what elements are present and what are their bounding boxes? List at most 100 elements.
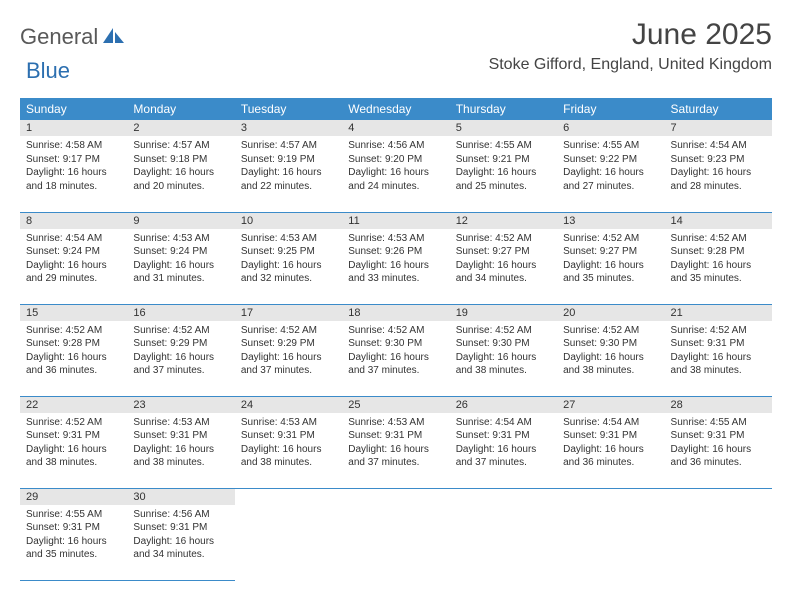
calendar-cell: 19Sunrise: 4:52 AMSunset: 9:30 PMDayligh… <box>450 304 557 396</box>
calendar-cell: 9Sunrise: 4:53 AMSunset: 9:24 PMDaylight… <box>127 212 234 304</box>
day-number: 29 <box>20 489 127 505</box>
calendar-cell <box>342 488 449 580</box>
day-number: 25 <box>342 397 449 413</box>
calendar-cell: 12Sunrise: 4:52 AMSunset: 9:27 PMDayligh… <box>450 212 557 304</box>
day-details: Sunrise: 4:56 AMSunset: 9:20 PMDaylight:… <box>342 136 449 196</box>
location: Stoke Gifford, England, United Kingdom <box>489 56 772 74</box>
day-details: Sunrise: 4:52 AMSunset: 9:29 PMDaylight:… <box>127 321 234 381</box>
day-details: Sunrise: 4:54 AMSunset: 9:23 PMDaylight:… <box>665 136 772 196</box>
calendar-body: 1Sunrise: 4:58 AMSunset: 9:17 PMDaylight… <box>20 120 772 580</box>
day-number: 27 <box>557 397 664 413</box>
day-number: 14 <box>665 213 772 229</box>
day-details: Sunrise: 4:53 AMSunset: 9:31 PMDaylight:… <box>127 413 234 473</box>
calendar-cell: 22Sunrise: 4:52 AMSunset: 9:31 PMDayligh… <box>20 396 127 488</box>
day-number: 10 <box>235 213 342 229</box>
day-number: 19 <box>450 305 557 321</box>
day-details: Sunrise: 4:57 AMSunset: 9:19 PMDaylight:… <box>235 136 342 196</box>
day-number: 7 <box>665 120 772 136</box>
day-number: 21 <box>665 305 772 321</box>
day-number: 8 <box>20 213 127 229</box>
day-details: Sunrise: 4:55 AMSunset: 9:31 PMDaylight:… <box>665 413 772 473</box>
calendar-cell: 5Sunrise: 4:55 AMSunset: 9:21 PMDaylight… <box>450 120 557 212</box>
day-number: 24 <box>235 397 342 413</box>
calendar-cell: 16Sunrise: 4:52 AMSunset: 9:29 PMDayligh… <box>127 304 234 396</box>
calendar-cell <box>450 488 557 580</box>
day-number: 20 <box>557 305 664 321</box>
day-details: Sunrise: 4:52 AMSunset: 9:30 PMDaylight:… <box>557 321 664 381</box>
day-details: Sunrise: 4:55 AMSunset: 9:31 PMDaylight:… <box>20 505 127 565</box>
calendar-cell: 1Sunrise: 4:58 AMSunset: 9:17 PMDaylight… <box>20 120 127 212</box>
day-details: Sunrise: 4:53 AMSunset: 9:26 PMDaylight:… <box>342 229 449 289</box>
calendar-cell: 13Sunrise: 4:52 AMSunset: 9:27 PMDayligh… <box>557 212 664 304</box>
calendar-cell: 29Sunrise: 4:55 AMSunset: 9:31 PMDayligh… <box>20 488 127 580</box>
calendar-cell: 18Sunrise: 4:52 AMSunset: 9:30 PMDayligh… <box>342 304 449 396</box>
day-number: 4 <box>342 120 449 136</box>
weekday-header: Monday <box>127 98 234 120</box>
logo: General <box>20 18 128 50</box>
calendar-cell: 8Sunrise: 4:54 AMSunset: 9:24 PMDaylight… <box>20 212 127 304</box>
day-details: Sunrise: 4:52 AMSunset: 9:31 PMDaylight:… <box>665 321 772 381</box>
calendar-cell: 2Sunrise: 4:57 AMSunset: 9:18 PMDaylight… <box>127 120 234 212</box>
calendar-cell: 10Sunrise: 4:53 AMSunset: 9:25 PMDayligh… <box>235 212 342 304</box>
day-number: 6 <box>557 120 664 136</box>
calendar-cell: 26Sunrise: 4:54 AMSunset: 9:31 PMDayligh… <box>450 396 557 488</box>
day-details: Sunrise: 4:54 AMSunset: 9:31 PMDaylight:… <box>450 413 557 473</box>
day-number: 22 <box>20 397 127 413</box>
calendar-cell: 17Sunrise: 4:52 AMSunset: 9:29 PMDayligh… <box>235 304 342 396</box>
day-number: 18 <box>342 305 449 321</box>
day-details: Sunrise: 4:53 AMSunset: 9:31 PMDaylight:… <box>235 413 342 473</box>
day-number: 3 <box>235 120 342 136</box>
title-wrap: June 2025 Stoke Gifford, England, United… <box>489 18 772 74</box>
calendar-cell: 24Sunrise: 4:53 AMSunset: 9:31 PMDayligh… <box>235 396 342 488</box>
calendar-cell: 21Sunrise: 4:52 AMSunset: 9:31 PMDayligh… <box>665 304 772 396</box>
day-number: 12 <box>450 213 557 229</box>
calendar-cell: 3Sunrise: 4:57 AMSunset: 9:19 PMDaylight… <box>235 120 342 212</box>
day-details: Sunrise: 4:52 AMSunset: 9:27 PMDaylight:… <box>557 229 664 289</box>
day-details: Sunrise: 4:53 AMSunset: 9:24 PMDaylight:… <box>127 229 234 289</box>
calendar-cell: 20Sunrise: 4:52 AMSunset: 9:30 PMDayligh… <box>557 304 664 396</box>
calendar-cell <box>557 488 664 580</box>
day-details: Sunrise: 4:52 AMSunset: 9:29 PMDaylight:… <box>235 321 342 381</box>
calendar-cell: 11Sunrise: 4:53 AMSunset: 9:26 PMDayligh… <box>342 212 449 304</box>
calendar-cell: 27Sunrise: 4:54 AMSunset: 9:31 PMDayligh… <box>557 396 664 488</box>
calendar-cell: 7Sunrise: 4:54 AMSunset: 9:23 PMDaylight… <box>665 120 772 212</box>
day-details: Sunrise: 4:53 AMSunset: 9:25 PMDaylight:… <box>235 229 342 289</box>
month-title: June 2025 <box>489 18 772 52</box>
day-number: 15 <box>20 305 127 321</box>
day-number: 5 <box>450 120 557 136</box>
day-details: Sunrise: 4:58 AMSunset: 9:17 PMDaylight:… <box>20 136 127 196</box>
logo-word1: General <box>20 24 98 50</box>
calendar-cell <box>665 488 772 580</box>
logo-word2: Blue <box>26 58 70 84</box>
day-details: Sunrise: 4:55 AMSunset: 9:21 PMDaylight:… <box>450 136 557 196</box>
day-details: Sunrise: 4:55 AMSunset: 9:22 PMDaylight:… <box>557 136 664 196</box>
calendar-cell: 23Sunrise: 4:53 AMSunset: 9:31 PMDayligh… <box>127 396 234 488</box>
day-details: Sunrise: 4:57 AMSunset: 9:18 PMDaylight:… <box>127 136 234 196</box>
day-details: Sunrise: 4:54 AMSunset: 9:31 PMDaylight:… <box>557 413 664 473</box>
day-details: Sunrise: 4:52 AMSunset: 9:28 PMDaylight:… <box>665 229 772 289</box>
day-details: Sunrise: 4:52 AMSunset: 9:27 PMDaylight:… <box>450 229 557 289</box>
calendar-cell: 4Sunrise: 4:56 AMSunset: 9:20 PMDaylight… <box>342 120 449 212</box>
day-number: 2 <box>127 120 234 136</box>
weekday-header: Sunday <box>20 98 127 120</box>
calendar-cell: 28Sunrise: 4:55 AMSunset: 9:31 PMDayligh… <box>665 396 772 488</box>
day-details: Sunrise: 4:52 AMSunset: 9:30 PMDaylight:… <box>342 321 449 381</box>
day-number: 23 <box>127 397 234 413</box>
calendar-cell: 6Sunrise: 4:55 AMSunset: 9:22 PMDaylight… <box>557 120 664 212</box>
day-details: Sunrise: 4:53 AMSunset: 9:31 PMDaylight:… <box>342 413 449 473</box>
day-number: 28 <box>665 397 772 413</box>
calendar-cell: 30Sunrise: 4:56 AMSunset: 9:31 PMDayligh… <box>127 488 234 580</box>
weekday-header: Wednesday <box>342 98 449 120</box>
weekday-header: Thursday <box>450 98 557 120</box>
calendar-cell: 15Sunrise: 4:52 AMSunset: 9:28 PMDayligh… <box>20 304 127 396</box>
day-number: 30 <box>127 489 234 505</box>
calendar-cell: 25Sunrise: 4:53 AMSunset: 9:31 PMDayligh… <box>342 396 449 488</box>
day-details: Sunrise: 4:52 AMSunset: 9:30 PMDaylight:… <box>450 321 557 381</box>
day-number: 26 <box>450 397 557 413</box>
day-details: Sunrise: 4:56 AMSunset: 9:31 PMDaylight:… <box>127 505 234 565</box>
day-number: 16 <box>127 305 234 321</box>
day-number: 13 <box>557 213 664 229</box>
day-number: 9 <box>127 213 234 229</box>
calendar-cell <box>235 488 342 580</box>
weekday-header: Tuesday <box>235 98 342 120</box>
